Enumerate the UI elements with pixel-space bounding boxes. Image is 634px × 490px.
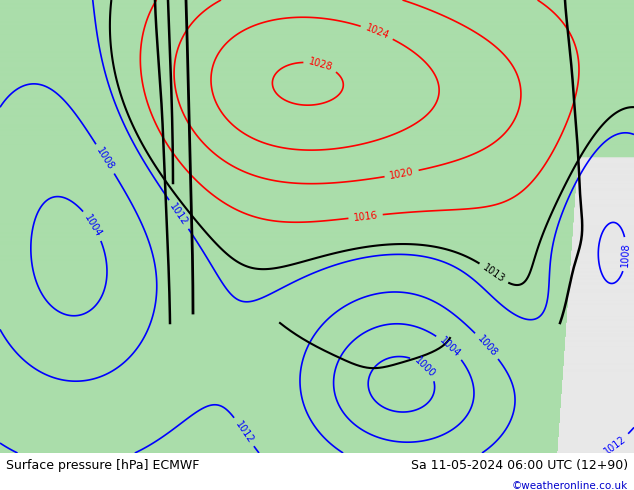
Text: 1008: 1008	[475, 333, 499, 358]
Text: 1028: 1028	[307, 56, 333, 73]
Text: 1000: 1000	[413, 355, 437, 379]
Text: 1012: 1012	[168, 201, 190, 227]
Text: 1016: 1016	[353, 210, 378, 223]
Text: Sa 11-05-2024 06:00 UTC (12+90): Sa 11-05-2024 06:00 UTC (12+90)	[411, 460, 628, 472]
Text: Surface pressure [hPa] ECMWF: Surface pressure [hPa] ECMWF	[6, 460, 200, 472]
Text: 1004: 1004	[82, 213, 104, 239]
Text: 1012: 1012	[233, 419, 255, 445]
Text: 1013: 1013	[481, 262, 507, 284]
Text: 1020: 1020	[389, 167, 415, 181]
Text: 1004: 1004	[437, 335, 462, 359]
Text: 1012: 1012	[602, 434, 628, 456]
Text: ©weatheronline.co.uk: ©weatheronline.co.uk	[512, 481, 628, 490]
Text: 1008: 1008	[621, 242, 631, 267]
Text: 1024: 1024	[364, 23, 391, 41]
Text: 1008: 1008	[94, 146, 116, 172]
